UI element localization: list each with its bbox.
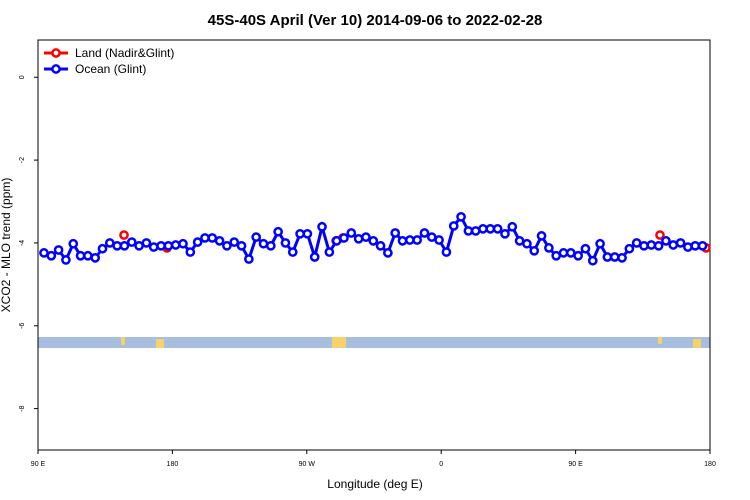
data-point [185,247,196,257]
land-patch [693,339,701,348]
data-point [646,240,657,250]
data-point [126,237,137,247]
data-point [97,243,108,254]
data-point [361,232,371,242]
y-tick-label: -4 [19,240,26,246]
legend-label: Land (Nadir&Glint) [75,46,174,60]
land-patch [332,337,346,348]
x-tick-label: 0 [439,461,443,468]
data-point [192,237,203,247]
data-point [639,240,649,251]
data-point [317,221,327,232]
plot-frame [37,39,711,451]
data-point [390,228,401,238]
data-point [229,237,240,247]
x-tick-label: 90 E [568,461,583,468]
data-point [383,248,393,258]
y-axis-label: XCO2 - MLO trend (ppm) [0,178,13,313]
data-point [53,245,64,255]
data-point [397,236,408,246]
data-point [265,240,276,251]
data-point [46,250,57,261]
data-point [368,236,379,246]
data-point [141,238,152,248]
data-point [346,228,357,238]
data-point [587,255,598,266]
x-tick-label: 180 [704,461,716,468]
data-point [507,221,518,232]
legend-marker [51,64,61,74]
data-point [441,247,452,257]
ocean-strip [38,337,710,348]
data-point [655,230,665,240]
data-point [617,252,627,263]
data-point [522,238,532,249]
data-point [90,252,101,263]
data-point [148,242,159,252]
data-point [287,247,298,257]
chart-title: 45S-40S April (Ver 10) 2014-09-06 to 202… [208,12,543,29]
land-strip [38,337,710,348]
data-point [609,252,620,262]
x-tick-label: 180 [167,461,179,468]
data-point [536,231,547,241]
data-point [244,254,254,264]
data-point [624,243,635,254]
data-point [178,238,188,249]
data-point [339,233,349,243]
data-point [61,255,71,265]
data-point [544,243,554,253]
data-point [222,240,232,251]
x-tick-label: 90 W [299,461,316,468]
legend-label: Ocean (Glint) [75,62,146,76]
y-tick-label: -2 [19,157,26,163]
data-point [448,221,459,231]
data-point [302,228,313,239]
data-point [68,238,79,249]
data-point [119,240,130,251]
x-tick-label: 90 E [31,461,46,468]
data-point [375,240,386,251]
data-point [580,243,591,254]
land-patch [156,339,164,348]
data-point [529,245,540,256]
data-point [653,240,664,251]
data-point [675,238,686,248]
data-point [661,236,671,246]
data-point [353,233,364,244]
data-point [214,236,225,246]
data-point [412,235,423,245]
data-point [163,240,174,251]
data-point [573,250,583,261]
data-point [434,235,444,245]
data-point [236,240,247,251]
data-point [324,247,335,257]
data-point [500,228,510,239]
data-point [309,252,320,262]
data-point [280,238,291,248]
land-patch [121,337,125,345]
data-point [251,232,262,242]
data-point [170,240,181,250]
data-point [697,240,708,251]
data-point [419,228,430,238]
data-point [119,230,129,240]
land-patch [658,337,662,344]
data-point [273,226,283,237]
data-point [456,211,466,222]
y-tick-label: -6 [19,323,26,329]
x-axis-label: Longitude (deg E) [327,477,422,491]
data-point [595,238,605,249]
data-point [492,223,503,234]
y-tick-label: -8 [19,405,26,411]
legend-marker [51,48,61,58]
data-point [683,242,693,252]
y-tick-label: 0 [19,75,26,79]
